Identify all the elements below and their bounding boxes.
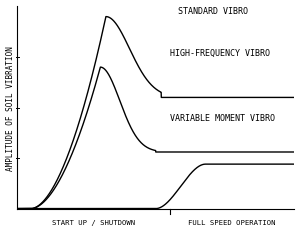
- Text: FULL SPEED OPERATION: FULL SPEED OPERATION: [188, 219, 276, 225]
- Y-axis label: AMPLITUDE OF SOIL VIBRATION: AMPLITUDE OF SOIL VIBRATION: [6, 46, 15, 170]
- Text: STANDARD VIBRO: STANDARD VIBRO: [178, 7, 248, 16]
- Text: HIGH-FREQUENCY VIBRO: HIGH-FREQUENCY VIBRO: [169, 49, 269, 58]
- Text: VARIABLE MOMENT VIBRO: VARIABLE MOMENT VIBRO: [169, 113, 274, 122]
- Text: START UP / SHUTDOWN: START UP / SHUTDOWN: [52, 219, 135, 225]
